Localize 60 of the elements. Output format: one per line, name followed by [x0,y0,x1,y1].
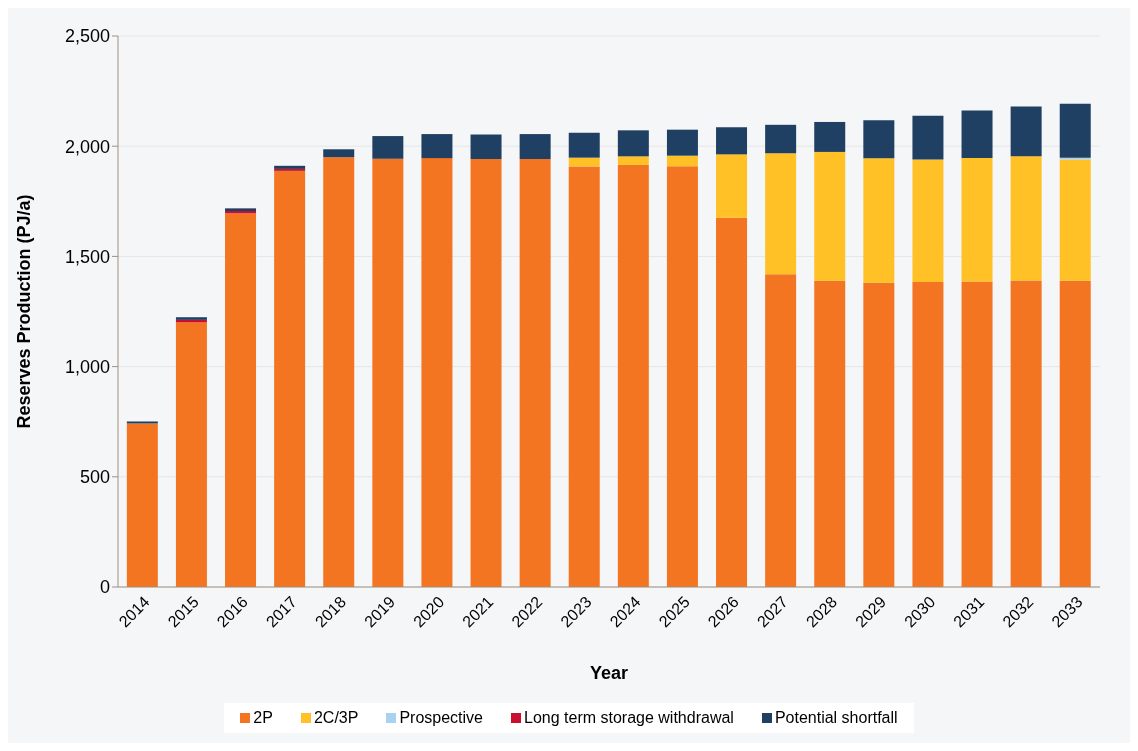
bar [225,213,257,587]
bar [961,158,993,282]
bar [323,149,355,158]
bar [765,274,797,587]
bar [1010,280,1042,587]
y-tick-label: 2,000 [64,136,110,157]
bar [814,280,846,587]
legend-label: Long term storage withdrawal [523,709,734,727]
bar [372,158,404,587]
bar [912,159,944,282]
legend-label: Prospective [398,709,483,727]
bar [519,158,551,587]
bar [765,153,797,275]
y-tick-label: 2,500 [64,26,110,47]
bar [1059,103,1091,158]
bar [323,157,355,587]
bar [470,158,502,587]
bar [568,132,600,158]
bar [617,130,649,157]
bar [1010,156,1042,281]
y-tick-label: 1,500 [64,246,110,267]
bar [912,281,944,587]
y-tick-label: 500 [79,467,110,488]
bar [568,157,600,167]
bar [863,282,895,587]
bar [372,136,404,159]
bar [470,134,502,159]
bar [568,166,600,587]
bar [814,151,846,281]
bar [716,127,748,155]
bar [126,423,158,587]
bar [617,164,649,587]
bar [519,134,551,159]
legend-label: Potential shortfall [773,709,898,727]
bar [421,134,453,159]
bar [961,281,993,587]
y-tick-label: 0 [99,577,110,598]
bar [274,170,306,587]
bar [961,110,993,159]
bar [716,154,748,218]
bar [617,156,649,165]
bar [863,120,895,159]
bar [1059,159,1091,281]
bar [863,158,895,283]
x-axis-title: Year [589,663,629,683]
legend-label: 2P [252,709,273,727]
bar [421,158,453,587]
y-axis-title: Reserves Production (PJ/a) [14,194,35,429]
bar [175,322,207,587]
bar [1010,106,1042,157]
y-tick-label: 1,000 [64,356,110,377]
bar [814,121,846,152]
bar [716,217,748,587]
bar [1059,280,1091,587]
bar [666,129,698,156]
bar [765,124,797,154]
bar [912,115,944,160]
bar [666,155,698,167]
legend-label: 2C/3P [312,709,359,727]
bar [666,166,698,587]
